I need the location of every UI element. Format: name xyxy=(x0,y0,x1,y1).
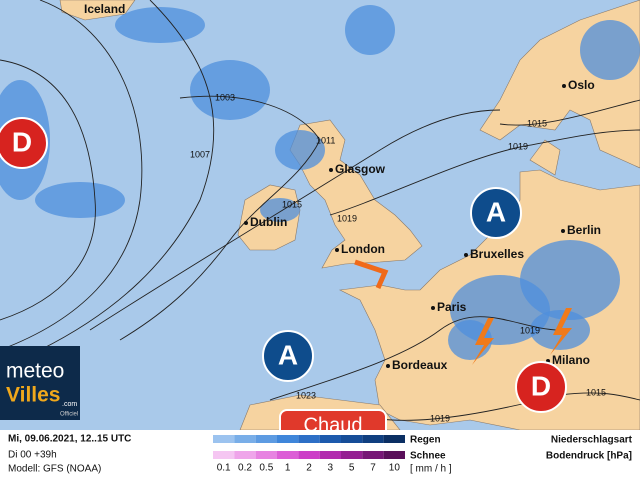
rain-swatch xyxy=(277,435,299,443)
precipitation xyxy=(0,5,640,360)
city-label: London xyxy=(341,242,385,256)
city-label: Glasgow xyxy=(335,162,386,176)
city-label: Iceland xyxy=(84,2,125,16)
rain-swatch xyxy=(298,435,320,443)
rain-swatch xyxy=(341,435,363,443)
pressure-center xyxy=(515,361,567,413)
legend-bars: 0.1 0.2 0.5 1 2 3 5 7 10 xyxy=(213,435,405,474)
pressure-center-label: D xyxy=(12,126,32,157)
pressure-center xyxy=(262,330,314,382)
lightning-icon xyxy=(472,318,494,365)
city-dot xyxy=(386,364,390,368)
city-label: Bruxelles xyxy=(470,247,524,261)
lead-time: Di 00 +39h xyxy=(8,450,57,461)
scale-label: 7 xyxy=(370,463,376,474)
snow-swatch xyxy=(213,451,235,459)
scale-label: 5 xyxy=(349,463,355,474)
scale-label: 0.5 xyxy=(259,463,273,474)
city-dot xyxy=(464,253,468,257)
snow-swatch xyxy=(298,451,320,459)
isobar-label: 1015 xyxy=(527,118,547,128)
city-label: Milano xyxy=(552,353,590,367)
scale-label: 0.1 xyxy=(217,463,231,474)
isobar-label: 1003 xyxy=(215,92,235,102)
isobar-label: 1007 xyxy=(190,149,210,159)
city-label: Paris xyxy=(437,300,467,314)
rain-swatch xyxy=(234,435,256,443)
scale-label: 1 xyxy=(285,463,291,474)
city-dot xyxy=(329,168,333,172)
city-dot xyxy=(562,84,566,88)
city-label: Dublin xyxy=(250,215,287,229)
city-dot xyxy=(561,229,565,233)
snow-swatch xyxy=(255,451,277,459)
rain-swatch xyxy=(319,435,341,443)
logo-line2: Villes xyxy=(6,384,61,407)
city-dot xyxy=(335,248,339,252)
isobar-label: 1023 xyxy=(296,390,316,400)
isobar-label: 1019 xyxy=(520,325,540,335)
pressure-center xyxy=(470,187,522,239)
snow-label: Schnee xyxy=(410,451,446,462)
city-dot xyxy=(244,221,248,225)
lightning-icon xyxy=(550,308,572,355)
isobar-label: 1019 xyxy=(430,413,450,423)
snow-swatch xyxy=(362,451,384,459)
pressure-center-label: D xyxy=(531,370,551,401)
rain-swatch xyxy=(383,435,405,443)
isobar-label: 1019 xyxy=(508,141,528,151)
rain-label: Regen xyxy=(410,435,441,446)
city-label: Oslo xyxy=(568,78,595,92)
isobar-label: 1011 xyxy=(316,135,335,145)
isobar-label: 1015 xyxy=(282,199,302,209)
isobar-label: 1015 xyxy=(586,387,606,397)
city-dot xyxy=(431,306,435,310)
city-label: Bordeaux xyxy=(392,358,448,372)
isobar-label: 1019 xyxy=(337,213,357,223)
scale-label: 3 xyxy=(328,463,334,474)
logo-line1: meteo xyxy=(6,360,64,383)
wind-arrow xyxy=(354,259,389,290)
snow-swatch xyxy=(341,451,363,459)
snow-swatch xyxy=(277,451,299,459)
pressure-center xyxy=(0,117,48,169)
logo-domain: .com xyxy=(62,401,77,408)
scale-label: 0.2 xyxy=(238,463,252,474)
pressure-label: Bodendruck [hPa] xyxy=(546,451,632,462)
snow-swatch xyxy=(319,451,341,459)
type-label: Niederschlagsart xyxy=(551,435,633,446)
snow-swatch xyxy=(383,451,405,459)
logo: meteo Villes .com Officiel xyxy=(0,346,80,420)
rain-swatch xyxy=(362,435,384,443)
scale-label: 2 xyxy=(306,463,312,474)
pressure-center-label: A xyxy=(278,339,298,370)
city-label: Berlin xyxy=(567,223,601,237)
snow-swatch xyxy=(234,451,256,459)
rain-swatch xyxy=(255,435,277,443)
datetime: Mi, 09.06.2021, 12..15 UTC xyxy=(8,434,131,445)
logo-badge: Officiel xyxy=(60,412,78,418)
model: Modell: GFS (NOAA) xyxy=(8,464,101,475)
rain-swatch xyxy=(213,435,235,443)
pressure-center-label: A xyxy=(486,196,506,227)
unit-label: [ mm / h ] xyxy=(410,464,452,475)
scale-label: 10 xyxy=(389,463,401,474)
